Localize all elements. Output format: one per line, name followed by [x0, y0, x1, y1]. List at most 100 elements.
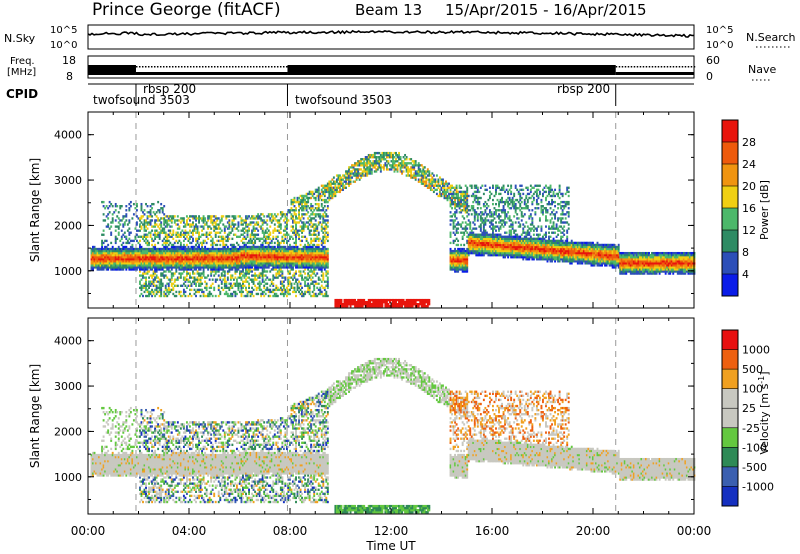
power-cell [298, 233, 300, 236]
power-cell [225, 280, 228, 283]
power-cell [185, 266, 188, 269]
power-cell [455, 237, 458, 241]
power-cell [108, 262, 111, 265]
power-cell [261, 268, 264, 271]
power-cell [307, 264, 310, 267]
power-cell [207, 249, 210, 253]
power-cell [323, 190, 326, 194]
power-cell [164, 260, 167, 263]
power-cell [452, 239, 455, 243]
power-cell [361, 170, 364, 173]
power-cell [464, 264, 467, 267]
power-cell [245, 260, 247, 263]
power-cell [323, 280, 326, 283]
power-cell [320, 249, 323, 253]
power-cell [458, 186, 461, 189]
power-cell [335, 186, 338, 189]
power-cell [249, 217, 252, 220]
power-cell [458, 223, 461, 226]
power-cell [251, 286, 254, 290]
power-cell [398, 151, 400, 155]
power-cell [237, 229, 240, 232]
power-cell [325, 231, 328, 234]
power-cell [466, 249, 469, 253]
power-cell [302, 227, 305, 230]
power-cell [235, 256, 238, 259]
power-cell [337, 305, 340, 308]
power-cell [278, 266, 281, 269]
power-cell [192, 237, 194, 241]
power-cell [167, 251, 170, 255]
power-cell [317, 207, 320, 210]
power-cell [92, 245, 94, 249]
power-cell [455, 192, 458, 196]
power-cell [302, 223, 305, 226]
power-cell [155, 223, 158, 226]
power-cell [457, 243, 460, 247]
power-cell [243, 235, 246, 238]
power-cell [154, 213, 157, 216]
power-cell [145, 233, 147, 236]
power-cell [163, 241, 166, 245]
power-cell [231, 294, 234, 298]
power-cell [343, 305, 346, 308]
power-cell [249, 278, 252, 281]
power-cell [292, 200, 294, 204]
power-cell [457, 239, 460, 243]
power-cell [258, 239, 261, 243]
power-cell [196, 231, 199, 234]
power-cell [199, 235, 202, 238]
power-cell [454, 202, 457, 206]
power-cell [131, 247, 134, 251]
power-cell [325, 225, 328, 228]
power-cell [205, 266, 208, 269]
power-cell [160, 247, 163, 251]
power-cell [278, 245, 281, 249]
power-cell [231, 221, 234, 224]
power-cell [298, 196, 300, 200]
power-cell [182, 262, 185, 265]
power-cell [360, 168, 363, 171]
power-cell [132, 266, 135, 269]
power-cell [348, 166, 350, 169]
power-cell [440, 194, 443, 198]
power-cell [220, 251, 223, 255]
power-cell [466, 241, 469, 245]
power-cell [279, 274, 282, 277]
power-cell [464, 225, 467, 228]
power-cell [257, 233, 260, 236]
power-cell [398, 158, 400, 161]
power-cell [284, 258, 287, 261]
power-cell [204, 280, 207, 283]
power-cell [161, 254, 164, 257]
power-cell [308, 223, 311, 226]
power-cell [361, 300, 364, 304]
power-cell [349, 298, 352, 302]
power-cell [179, 294, 182, 298]
power-cell [260, 245, 263, 249]
power-cell [104, 256, 107, 259]
power-cell [328, 194, 331, 198]
power-cell [455, 188, 458, 192]
power-cell [407, 170, 410, 173]
power-cell [160, 290, 163, 294]
power-cell [149, 292, 152, 296]
power-cell [310, 256, 313, 259]
power-cell [195, 251, 197, 255]
power-cell [158, 264, 161, 267]
power-cell [332, 188, 335, 192]
power-cell [454, 196, 457, 200]
power-cell [314, 237, 317, 241]
power-cell [304, 260, 307, 263]
power-cell [238, 290, 241, 294]
power-cell [170, 235, 173, 238]
power-cell [198, 278, 201, 281]
power-cell [190, 249, 193, 253]
power-cell [154, 262, 157, 265]
power-cell [105, 247, 108, 251]
power-cell [176, 278, 179, 281]
power-cell [169, 231, 172, 234]
power-cell [420, 176, 423, 179]
power-cell [248, 227, 250, 230]
power-cell [185, 270, 188, 273]
